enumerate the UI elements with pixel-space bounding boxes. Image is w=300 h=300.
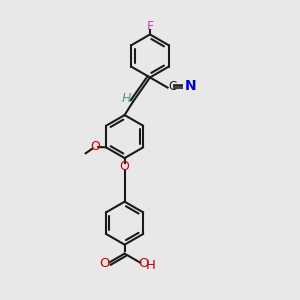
Text: O: O (91, 140, 100, 153)
Text: N: N (185, 80, 197, 93)
Text: H: H (145, 259, 155, 272)
Text: O: O (120, 160, 130, 173)
Text: O: O (100, 257, 110, 270)
Text: H: H (122, 92, 131, 104)
Text: F: F (146, 20, 154, 33)
Text: O: O (138, 257, 149, 270)
Text: C: C (168, 80, 176, 93)
